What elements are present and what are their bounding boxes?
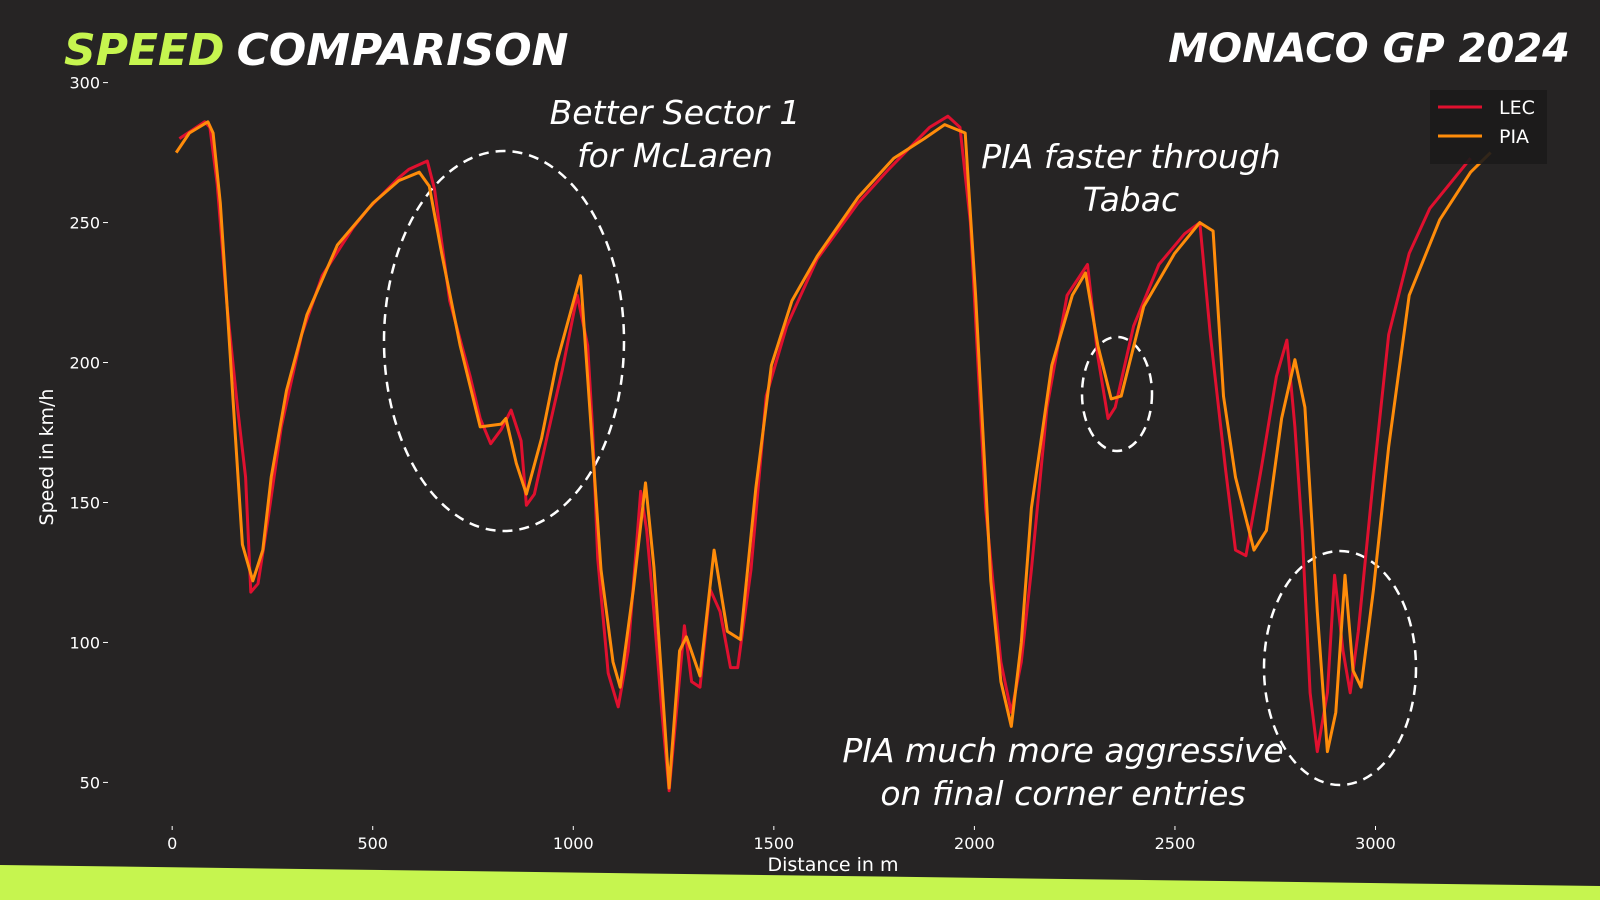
x-tick-label: 1500: [753, 834, 794, 853]
x-tick-label: 2000: [954, 834, 995, 853]
annotation: PIA faster through: [981, 137, 1280, 176]
annotation: for McLaren: [577, 136, 773, 175]
title-main: COMPARISON: [237, 25, 569, 76]
highlight-ellipses: [382, 149, 1418, 787]
y-tick-label: 100: [69, 633, 100, 652]
y-tick-label: 250: [69, 214, 100, 233]
series-line: [178, 114, 1472, 793]
annotation: PIA much more aggressive: [842, 731, 1283, 770]
chart-title: SPEED COMPARISON: [64, 25, 569, 76]
y-tick-label: 200: [69, 354, 100, 373]
x-tick-label: 3000: [1355, 834, 1396, 853]
y-tick-label: 300: [69, 74, 100, 93]
y-tick-label: 150: [69, 493, 100, 512]
highlight-ellipse: [1080, 335, 1154, 453]
legend: LEC PIA: [1430, 90, 1547, 164]
title-accent: SPEED: [64, 25, 225, 76]
y-axis-label: Speed in km/h: [36, 389, 58, 526]
x-tick-label: 0: [167, 834, 177, 853]
annotation: Better Sector 1: [550, 93, 801, 132]
legend-box: [1430, 90, 1547, 164]
x-tick-label: 2500: [1155, 834, 1196, 853]
accent-stripe: [0, 865, 1600, 900]
legend-label: LEC: [1499, 97, 1535, 119]
highlight-ellipse: [382, 149, 626, 533]
annotation: Tabac: [1083, 180, 1179, 219]
x-tick-label: 1000: [553, 834, 594, 853]
series-line: [174, 120, 1492, 790]
x-tick-label: 500: [357, 834, 388, 853]
annotation: on final corner entries: [880, 774, 1245, 813]
legend-label: PIA: [1499, 126, 1529, 148]
y-tick-label: 50: [80, 773, 100, 792]
subtitle: MONACO GP 2024: [1168, 26, 1570, 72]
x-axis-label: Distance in m: [768, 854, 899, 876]
highlight-ellipse: [1262, 549, 1418, 787]
